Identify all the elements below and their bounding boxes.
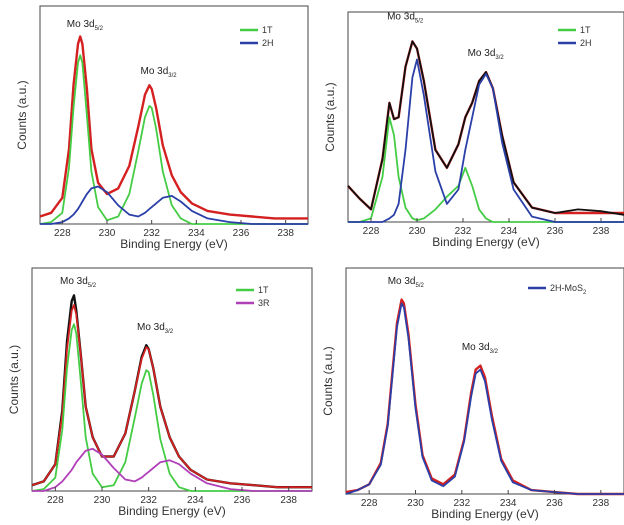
series-line-envelope-0 <box>345 298 624 496</box>
y-axis-label: Counts (a.u.) <box>323 82 337 151</box>
legend-label-subscript: 2 <box>583 290 587 296</box>
x-tick-label: 238 <box>280 495 297 506</box>
x-tick-label: 228 <box>361 498 378 509</box>
x-tick-label: 230 <box>409 226 426 237</box>
x-tick-label: 238 <box>593 226 610 237</box>
series-line-envelope-1 <box>31 304 312 489</box>
series-line-2h <box>348 58 624 223</box>
peak-annotation-subscript: 3/2 <box>168 73 177 79</box>
x-tick-label: 230 <box>99 228 116 239</box>
peak-annotation: Mo 3d3/2 <box>462 342 499 355</box>
x-tick-label: 232 <box>453 498 470 509</box>
x-tick-label: 236 <box>547 226 564 237</box>
x-tick-label: 234 <box>187 495 204 506</box>
series-line-1t <box>348 116 624 223</box>
x-axis-label: Binding Energy (eV) <box>432 235 539 249</box>
peak-annotation-subscript: 3/2 <box>490 349 499 355</box>
legend-label: 1T <box>262 25 273 35</box>
x-tick-label: 236 <box>546 498 563 509</box>
series-line-2h <box>40 185 308 225</box>
x-tick-label: 234 <box>500 498 517 509</box>
peak-annotation-subscript: 5/2 <box>88 283 97 289</box>
legend-label: 1T <box>580 25 591 35</box>
series-line-2h-mos <box>345 302 624 495</box>
series-line-1t <box>31 323 312 492</box>
legend-label: 3R <box>258 298 270 308</box>
x-axis-label: Binding Energy (eV) <box>118 504 225 518</box>
legend-label: 2H <box>580 38 592 48</box>
peak-annotation: Mo 3d5/2 <box>388 276 425 289</box>
peak-annotation: Mo 3d3/2 <box>468 48 505 61</box>
x-tick-label: 232 <box>140 495 157 506</box>
peak-annotation-subscript: 5/2 <box>415 283 424 289</box>
chart-panel-2: 228 230 232 234 236 238 Binding Energy (eV) Cou… <box>323 11 624 249</box>
series-line-1t <box>39 54 308 225</box>
legend-label: 1T <box>258 285 269 295</box>
plot-frame <box>31 267 313 492</box>
peak-annotation-subscript: 5/2 <box>415 19 424 25</box>
plot-frame <box>39 5 309 225</box>
plot-frame <box>345 267 624 495</box>
peak-annotation: Mo 3d5/2 <box>387 12 424 25</box>
x-axis-label: Binding Energy (eV) <box>120 237 227 251</box>
y-axis-label: Counts (a.u.) <box>321 346 335 415</box>
x-axis-label: Binding Energy (eV) <box>431 507 538 521</box>
x-tick-label: 228 <box>54 228 71 239</box>
peak-annotation-subscript: 5/2 <box>95 26 104 32</box>
x-tick-label: 228 <box>47 495 64 506</box>
x-tick-label: 230 <box>94 495 111 506</box>
x-tick-label: 232 <box>455 226 472 237</box>
x-tick-label: 236 <box>233 228 250 239</box>
series-line-envelope-0 <box>39 35 308 220</box>
x-tick-label: 234 <box>188 228 205 239</box>
series-line-envelope-0 <box>347 40 624 215</box>
peak-annotation-subscript: 3/2 <box>495 55 504 61</box>
chart-panel-4: 228 230 232 234 236 238 Binding Energy (eV) Cou… <box>321 267 624 521</box>
x-tick-label: 230 <box>407 498 424 509</box>
series-line-3r <box>32 447 312 492</box>
x-tick-label: 238 <box>277 228 294 239</box>
x-tick-label: 238 <box>592 498 609 509</box>
legend-label: 2H <box>262 38 274 48</box>
series-line-envelope-1 <box>347 40 624 216</box>
x-tick-label: 228 <box>363 226 380 237</box>
peak-annotation: Mo 3d5/2 <box>67 19 104 32</box>
plot-frame <box>347 11 624 223</box>
y-axis-label: Counts (a.u.) <box>15 80 29 149</box>
chart-panel-1: 228 230 232 234 236 238 Binding Energy (eV) Cou… <box>15 5 309 251</box>
chart-panel-3: 228 230 232 234 236 238 Binding Energy (eV) Cou… <box>7 267 313 518</box>
x-tick-label: 232 <box>143 228 160 239</box>
peak-annotation: Mo 3d5/2 <box>60 276 97 289</box>
legend-label: 2H-MoS2 <box>550 283 587 296</box>
y-axis-label: Counts (a.u.) <box>7 345 21 414</box>
x-tick-label: 236 <box>234 495 251 506</box>
x-tick-label: 234 <box>501 226 518 237</box>
peak-annotation-subscript: 3/2 <box>165 329 174 335</box>
peak-annotation: Mo 3d3/2 <box>137 322 174 335</box>
peak-annotation: Mo 3d3/2 <box>141 66 178 79</box>
